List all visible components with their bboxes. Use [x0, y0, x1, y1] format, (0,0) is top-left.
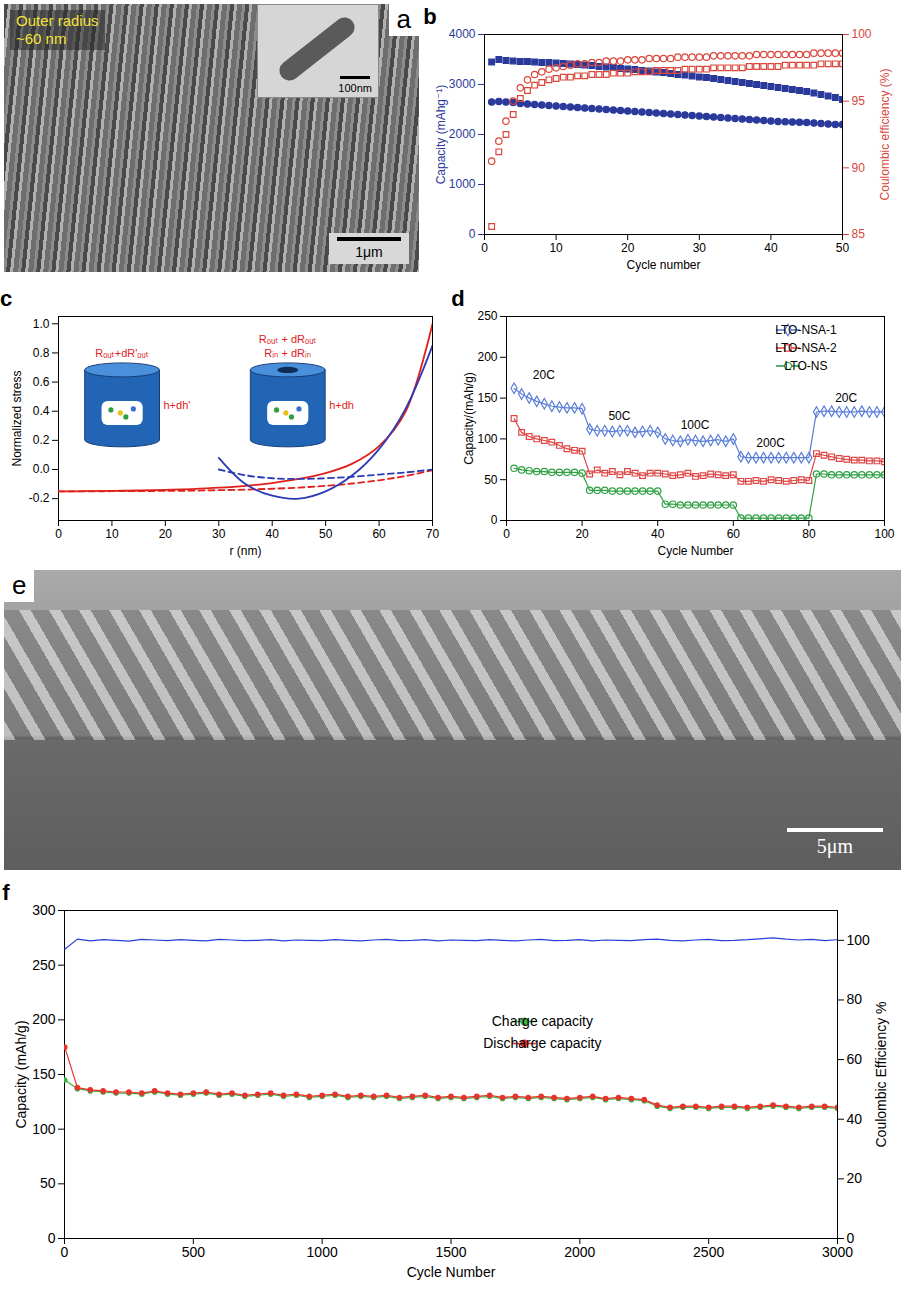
svg-text:100: 100	[874, 527, 894, 541]
svg-text:60: 60	[847, 1051, 863, 1067]
svg-text:0.4: 0.4	[33, 404, 50, 418]
svg-text:250: 250	[477, 309, 497, 323]
svg-text:100C: 100C	[681, 418, 710, 432]
svg-text:Discharge capacity: Discharge capacity	[483, 1035, 601, 1051]
svg-text:100: 100	[847, 932, 871, 948]
html-text:5μm: 5μm	[816, 835, 854, 857]
svg-text:0: 0	[469, 227, 476, 241]
svg-text:Coulombic Efficiency %: Coulombic Efficiency %	[873, 1001, 889, 1147]
svg-text:150: 150	[32, 1066, 56, 1082]
svg-text:LTO-NSA-1: LTO-NSA-1	[775, 323, 837, 337]
svg-text:Normalized stress: Normalized stress	[10, 370, 24, 466]
svg-text:2500: 2500	[693, 1244, 724, 1260]
html-text:Outer radius: Outer radius	[16, 12, 99, 29]
svg-text:90: 90	[852, 161, 866, 175]
svg-text:LTO-NSA-2: LTO-NSA-2	[775, 341, 837, 355]
svg-text:c: c	[0, 286, 12, 311]
svg-text:0.6: 0.6	[33, 375, 50, 389]
svg-text:40: 40	[651, 527, 665, 541]
svg-text:50: 50	[836, 241, 850, 255]
svg-text:1000: 1000	[449, 177, 476, 191]
svg-text:10: 10	[549, 241, 563, 255]
svg-text:85: 85	[852, 227, 866, 241]
svg-text:200: 200	[32, 1011, 56, 1027]
html-text:~60 nm: ~60 nm	[16, 30, 67, 47]
svg-text:r (nm): r (nm)	[230, 544, 262, 558]
svg-text:40: 40	[266, 527, 280, 541]
svg-text:Capacity/(mAh/g): Capacity/(mAh/g)	[462, 372, 476, 465]
svg-text:40: 40	[764, 241, 778, 255]
svg-text:d: d	[452, 286, 465, 311]
svg-text:0: 0	[55, 527, 62, 541]
svg-text:0: 0	[847, 1230, 855, 1246]
svg-text:30: 30	[693, 241, 707, 255]
svg-text:70: 70	[426, 527, 440, 541]
svg-text:1500: 1500	[435, 1244, 466, 1260]
svg-text:150: 150	[477, 391, 497, 405]
svg-text:20C: 20C	[835, 391, 857, 405]
svg-text:0.0: 0.0	[33, 462, 50, 476]
svg-text:1.0: 1.0	[33, 317, 50, 331]
svg-text:500: 500	[182, 1244, 206, 1260]
svg-text:b: b	[424, 4, 437, 29]
svg-text:3000: 3000	[822, 1244, 853, 1260]
svg-text:-0.2: -0.2	[29, 491, 50, 505]
html-text:a: a	[396, 4, 411, 34]
svg-text:20C: 20C	[533, 368, 555, 382]
svg-text:Cycle Number: Cycle Number	[657, 544, 733, 558]
svg-text:20: 20	[621, 241, 635, 255]
svg-text:80: 80	[802, 527, 816, 541]
svg-text:50: 50	[484, 473, 498, 487]
svg-text:Rₒᵤₜ + dRₒᵤₜ: Rₒᵤₜ + dRₒᵤₜ	[259, 333, 317, 345]
svg-text:Rᵢₙ + dRᵢₙ: Rᵢₙ + dRᵢₙ	[264, 347, 311, 359]
svg-text:2000: 2000	[564, 1244, 595, 1260]
svg-text:60: 60	[372, 527, 386, 541]
svg-text:60: 60	[727, 527, 741, 541]
svg-text:50C: 50C	[608, 409, 630, 423]
svg-text:100: 100	[477, 432, 497, 446]
svg-text:LTO-NS: LTO-NS	[785, 359, 828, 373]
svg-text:0.8: 0.8	[33, 346, 50, 360]
svg-text:2000: 2000	[449, 127, 476, 141]
svg-text:3000: 3000	[449, 77, 476, 91]
svg-text:1000: 1000	[307, 1244, 338, 1260]
html-text:e: e	[12, 570, 27, 600]
svg-text:0: 0	[503, 527, 510, 541]
svg-text:40: 40	[847, 1111, 863, 1127]
svg-text:10: 10	[105, 527, 119, 541]
svg-text:Capacity (mAhg⁻¹): Capacity (mAhg⁻¹)	[434, 85, 448, 185]
svg-text:Capacity (mAh/g): Capacity (mAh/g)	[13, 1020, 29, 1128]
svg-text:Cycle number: Cycle number	[626, 258, 700, 272]
svg-text:Rₒᵤₜ+dR'ₒᵤₜ: Rₒᵤₜ+dR'ₒᵤₜ	[95, 347, 149, 359]
svg-text:50: 50	[40, 1175, 56, 1191]
svg-text:Coulombic efficiency (%): Coulombic efficiency (%)	[878, 69, 892, 201]
svg-text:Charge capacity: Charge capacity	[492, 1013, 593, 1029]
svg-text:0: 0	[481, 241, 488, 255]
svg-text:f: f	[2, 880, 10, 905]
svg-text:4000: 4000	[449, 27, 476, 41]
svg-text:Cycle Number: Cycle Number	[407, 1264, 496, 1280]
svg-text:250: 250	[32, 957, 56, 973]
svg-text:h+dh': h+dh'	[164, 399, 191, 411]
svg-text:0: 0	[491, 513, 498, 527]
svg-text:300: 300	[32, 902, 56, 918]
svg-text:80: 80	[847, 991, 863, 1007]
html-text:1μm: 1μm	[355, 244, 383, 260]
svg-text:200: 200	[477, 350, 497, 364]
svg-text:95: 95	[852, 94, 866, 108]
svg-text:30: 30	[212, 527, 226, 541]
svg-text:100: 100	[32, 1121, 56, 1137]
svg-text:20: 20	[575, 527, 589, 541]
svg-text:20: 20	[159, 527, 173, 541]
svg-text:100: 100	[852, 27, 872, 41]
svg-text:0: 0	[61, 1244, 69, 1260]
svg-text:0: 0	[48, 1230, 56, 1246]
svg-text:50: 50	[319, 527, 333, 541]
html-text:100nm: 100nm	[338, 82, 372, 94]
svg-text:20: 20	[847, 1170, 863, 1186]
svg-text:0.2: 0.2	[33, 433, 50, 447]
svg-text:h+dh: h+dh	[329, 399, 354, 411]
svg-text:200C: 200C	[756, 436, 785, 450]
